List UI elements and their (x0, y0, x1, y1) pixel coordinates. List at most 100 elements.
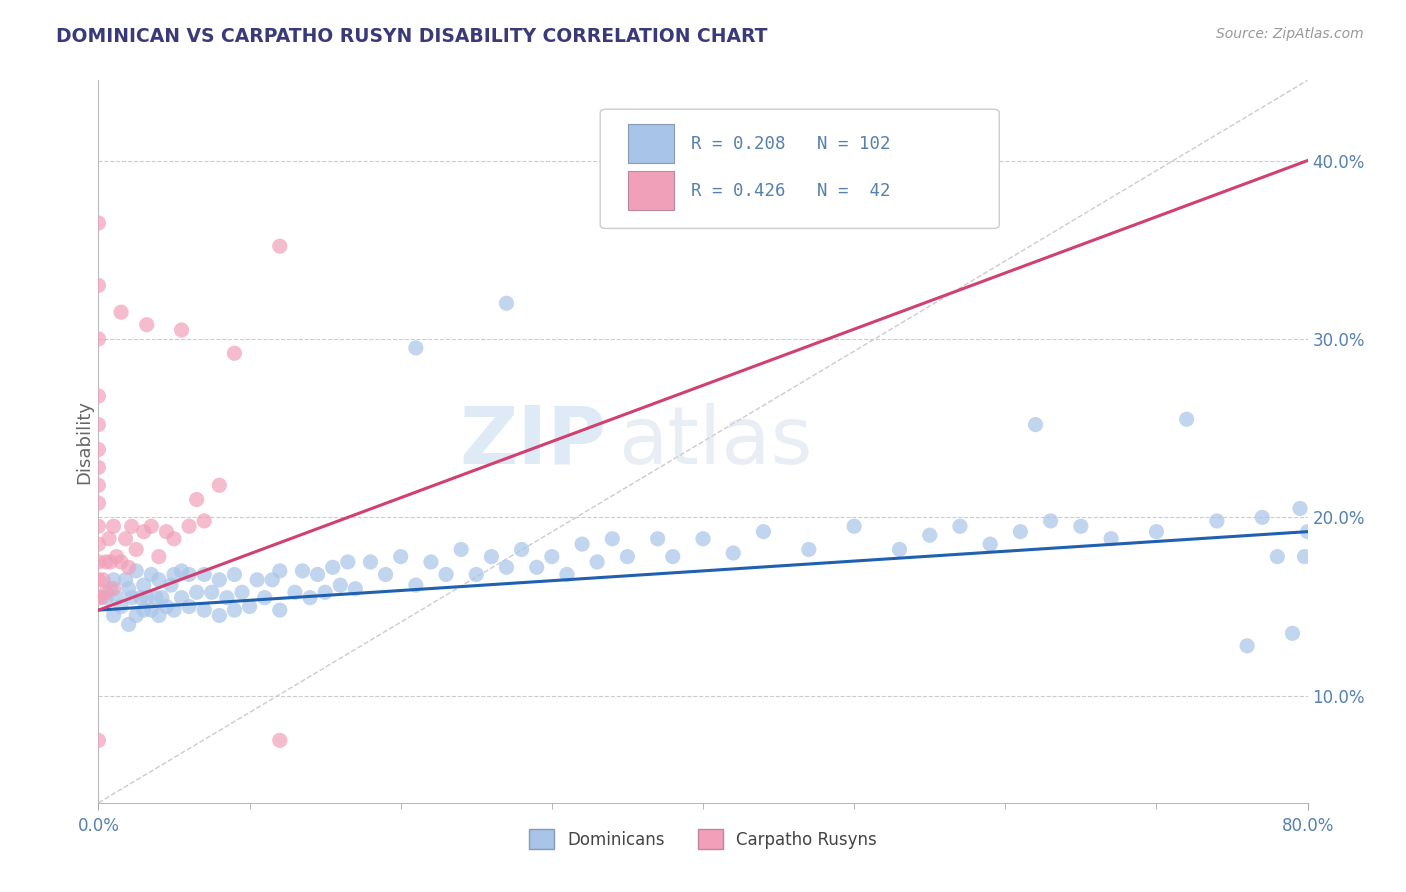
Point (1039, 514, 1062, 528)
Point (1294, 549, 1316, 564)
Point (918, 528, 941, 542)
Point (420, 555, 443, 569)
Point (450, 542, 472, 557)
Point (170, 564, 193, 578)
Point (87, 573, 110, 587)
Point (135, 591, 157, 605)
Point (647, 532, 669, 546)
Point (170, 591, 193, 605)
Point (160, 578, 183, 592)
Point (87, 442, 110, 457)
Point (246, 573, 269, 587)
Point (141, 519, 163, 533)
Point (105, 591, 128, 605)
Point (602, 532, 624, 546)
Point (170, 323, 193, 337)
Point (121, 519, 143, 533)
Point (103, 608, 125, 623)
Bar (628, 124, 673, 163)
Point (110, 599, 132, 614)
Point (208, 478, 231, 492)
Point (481, 549, 503, 564)
Point (125, 542, 148, 557)
Point (540, 549, 562, 564)
Point (269, 564, 291, 578)
Point (163, 567, 186, 582)
Point (208, 608, 231, 623)
Point (692, 532, 714, 546)
Point (125, 564, 148, 578)
Point (141, 603, 163, 617)
Point (98, 532, 121, 546)
Point (889, 542, 911, 557)
Point (495, 560, 517, 574)
Text: R = 0.426   N =  42: R = 0.426 N = 42 (690, 182, 890, 200)
Point (215, 591, 238, 605)
Point (405, 578, 427, 592)
Text: ZIP: ZIP (458, 402, 606, 481)
Point (179, 519, 201, 533)
Point (1251, 510, 1274, 524)
Text: atlas: atlas (619, 402, 813, 481)
Point (87, 537, 110, 551)
Point (336, 555, 359, 569)
Point (360, 555, 382, 569)
Point (224, 567, 246, 582)
Point (661, 549, 683, 564)
Point (121, 591, 143, 605)
Point (87, 555, 110, 569)
Point (253, 591, 276, 605)
Point (307, 567, 329, 582)
Point (314, 585, 336, 599)
Point (103, 573, 125, 587)
Point (231, 585, 253, 599)
Legend: Dominicans, Carpatho Rusyns: Dominicans, Carpatho Rusyns (522, 822, 884, 856)
Point (94, 591, 117, 605)
Point (150, 591, 173, 605)
Text: Source: ZipAtlas.com: Source: ZipAtlas.com (1216, 27, 1364, 41)
Point (155, 524, 177, 539)
Point (148, 608, 170, 623)
Point (114, 573, 136, 587)
Text: R = 0.208   N = 102: R = 0.208 N = 102 (690, 135, 890, 153)
Point (571, 537, 593, 551)
Point (844, 519, 866, 533)
Point (87, 332, 110, 346)
Point (269, 603, 291, 617)
Point (1070, 519, 1092, 533)
Point (90, 591, 112, 605)
Point (129, 591, 152, 605)
Point (555, 567, 578, 582)
Point (193, 567, 215, 582)
Point (434, 567, 457, 582)
Point (125, 608, 148, 623)
Point (132, 524, 155, 539)
Point (87, 478, 110, 492)
Point (179, 567, 201, 582)
Text: DOMINICAN VS CARPATHO RUSYN DISABILITY CORRELATION CHART: DOMINICAN VS CARPATHO RUSYN DISABILITY C… (56, 27, 768, 45)
Point (186, 492, 208, 507)
Point (239, 599, 262, 614)
FancyBboxPatch shape (600, 109, 1000, 228)
Point (1281, 626, 1303, 640)
Point (110, 555, 132, 569)
Point (87, 278, 110, 293)
Point (797, 542, 820, 557)
Point (224, 603, 246, 617)
Point (1267, 549, 1289, 564)
Point (135, 318, 157, 332)
Point (224, 346, 246, 360)
Point (979, 537, 1001, 551)
Point (752, 524, 775, 539)
Point (526, 560, 548, 574)
Point (141, 567, 163, 582)
Point (284, 585, 307, 599)
Point (87, 417, 110, 432)
Point (1010, 524, 1032, 539)
Point (322, 560, 344, 574)
Point (105, 549, 128, 564)
Point (586, 555, 609, 569)
Point (1206, 514, 1229, 528)
Point (87, 591, 110, 605)
Point (145, 591, 167, 605)
